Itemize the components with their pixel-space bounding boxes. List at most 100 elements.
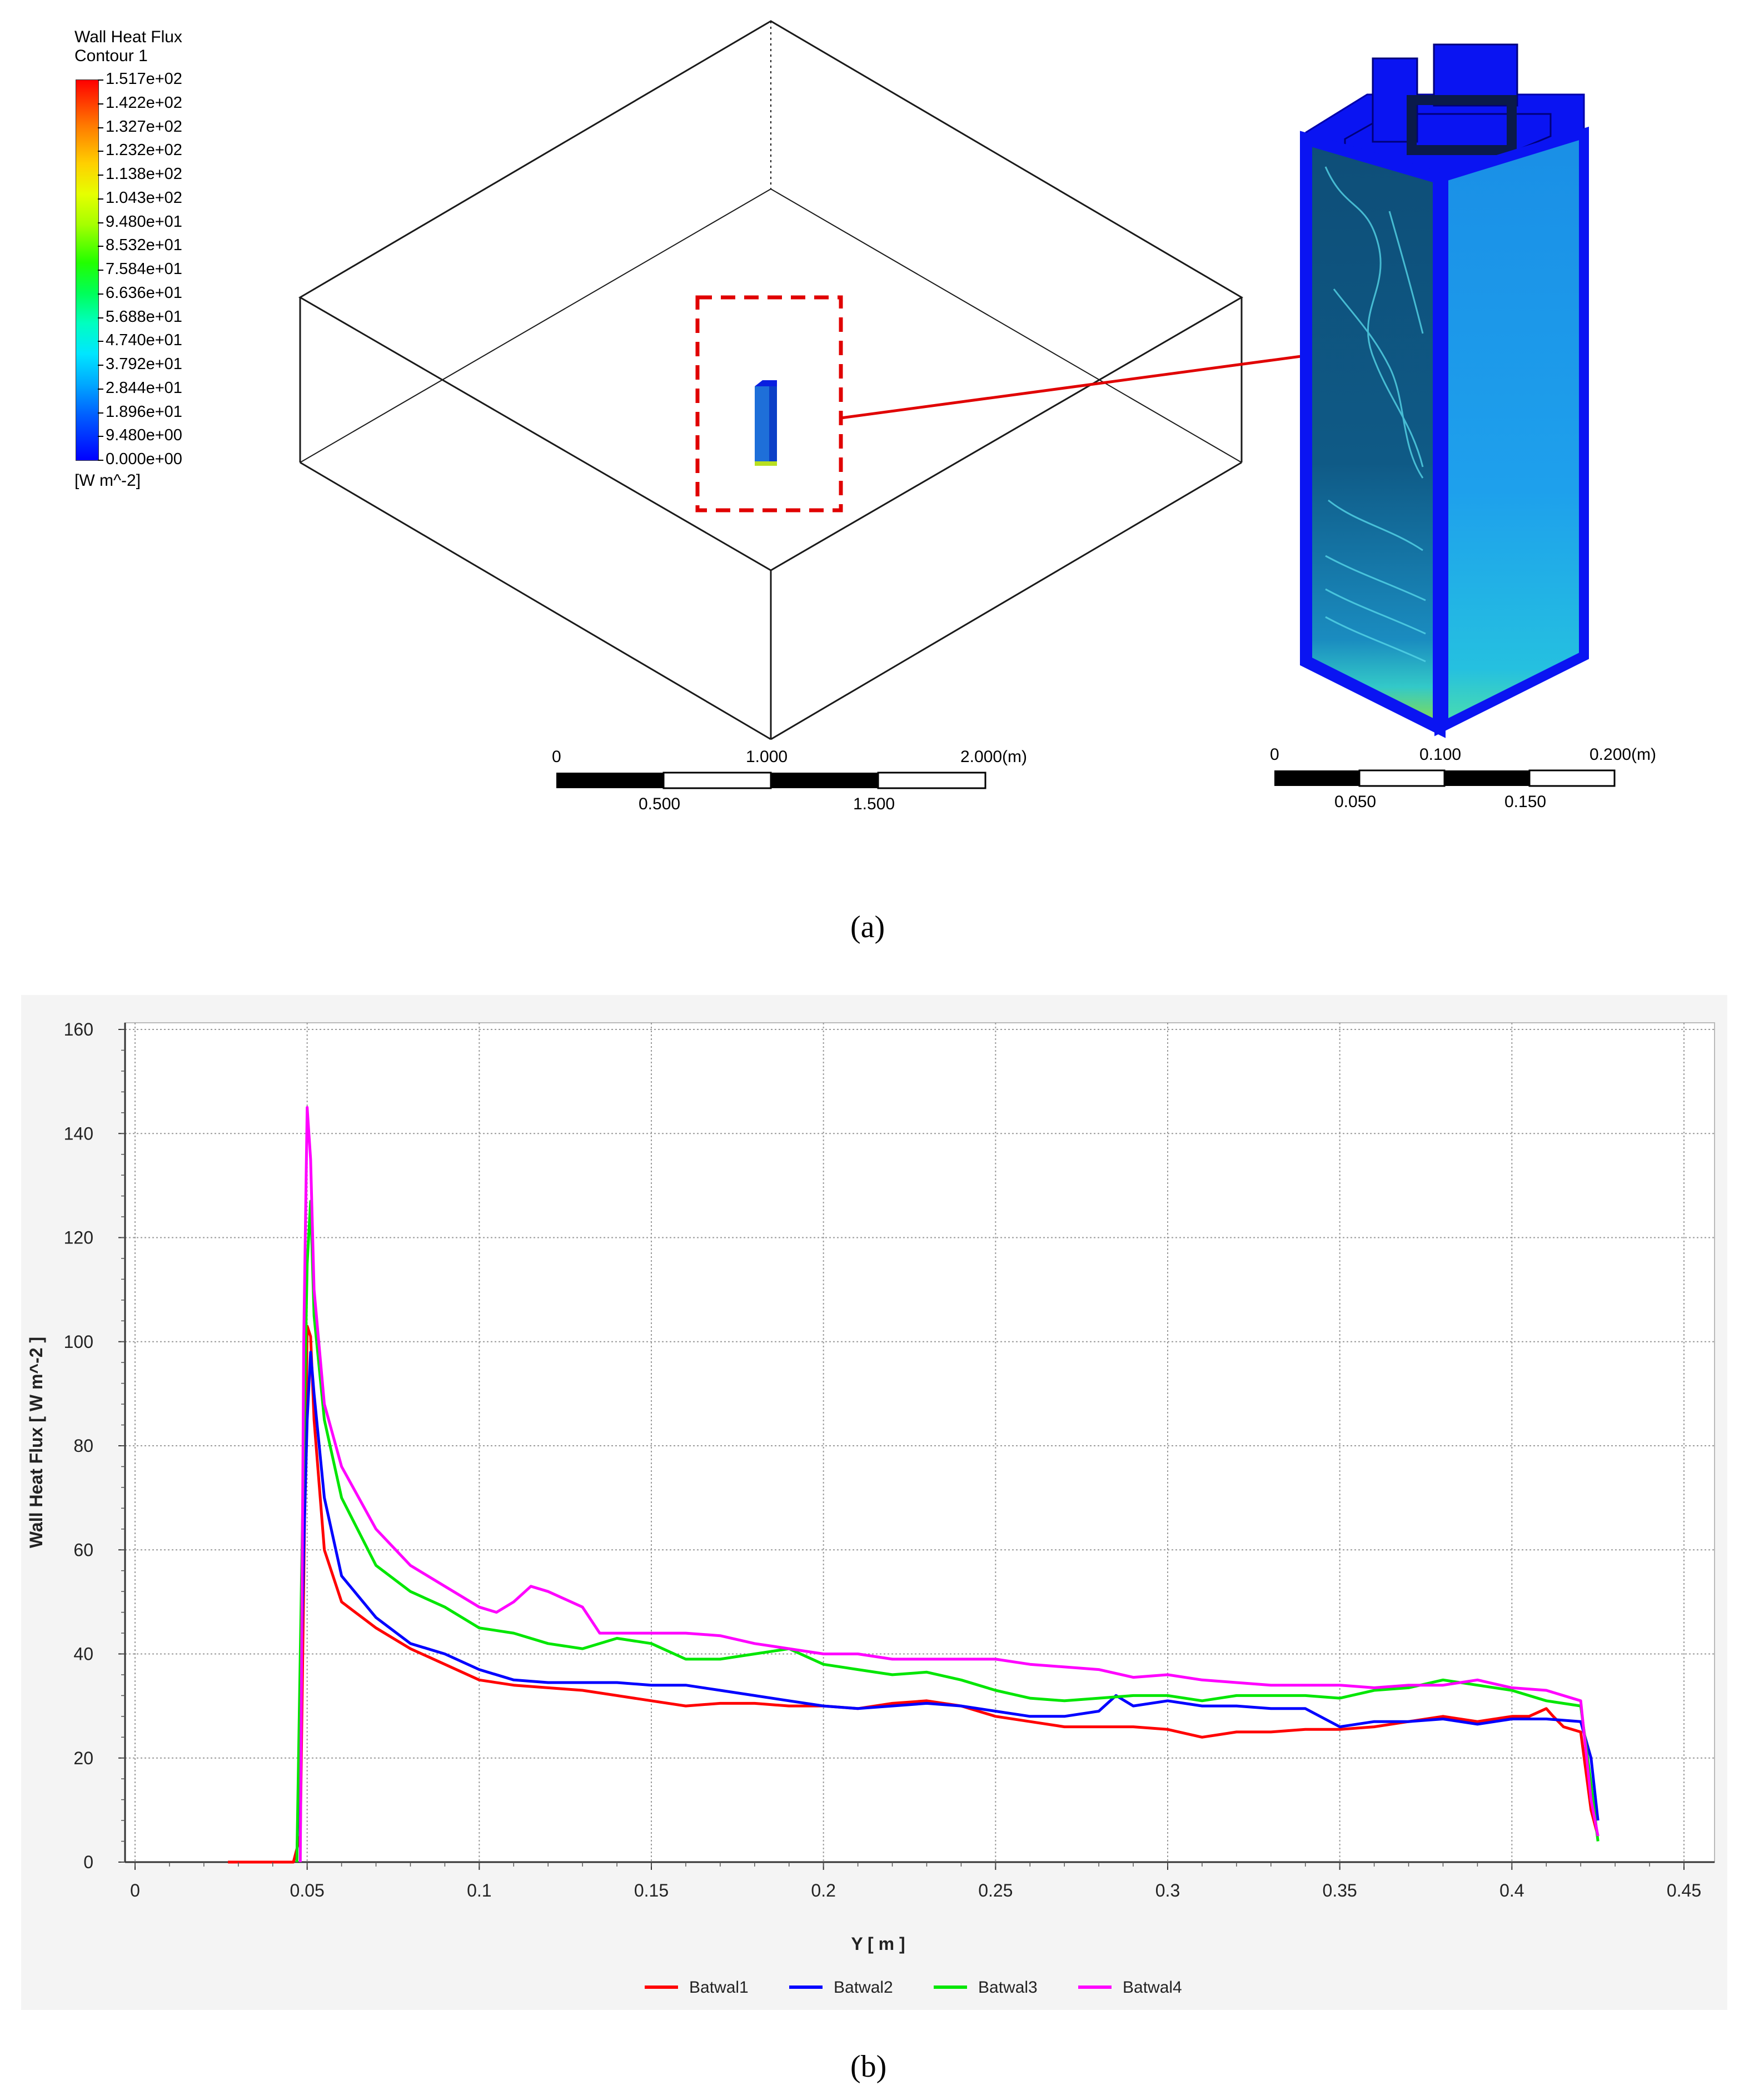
scale-top-label: 1.000 bbox=[746, 748, 788, 766]
scale-left-seg2 bbox=[662, 772, 772, 789]
series-line-batwal3 bbox=[295, 1200, 1599, 1863]
legend-label: Batwal1 bbox=[689, 1978, 749, 1997]
battery-small-side bbox=[769, 386, 777, 465]
x-tick-label: 0.15 bbox=[634, 1880, 669, 1900]
legend-tick-label: 0.000e+00 bbox=[106, 450, 182, 468]
scale-right-seg1 bbox=[1274, 770, 1359, 786]
legend-tick-label: 1.138e+02 bbox=[106, 165, 182, 183]
scale-top-label: 2.000 bbox=[960, 748, 1003, 766]
x-tick-label: 0.45 bbox=[1667, 1880, 1701, 1900]
scale-left-seg1 bbox=[556, 773, 664, 788]
x-tick-label: 0.4 bbox=[1499, 1880, 1524, 1900]
legend-tick-mark bbox=[98, 412, 103, 414]
legend-tick-label: 1.327e+02 bbox=[106, 117, 182, 136]
highlight-arrow-line bbox=[840, 352, 1322, 420]
scale-bottom-label: 1.500 bbox=[853, 795, 895, 813]
legend-tick-label: 1.043e+02 bbox=[106, 188, 182, 207]
legend-tick-label: 9.480e+01 bbox=[106, 212, 182, 231]
battery-large-side bbox=[1434, 126, 1589, 737]
legend-tick-label: 2.844e+01 bbox=[106, 379, 182, 397]
legend-tick-label: 1.232e+02 bbox=[106, 141, 182, 160]
battery-contour-lines bbox=[1324, 166, 1426, 663]
x-tick-label: 0.1 bbox=[467, 1880, 491, 1900]
scale-top-label: 0 bbox=[1270, 745, 1279, 764]
legend-tick-mark bbox=[98, 436, 103, 437]
scale-right-seg4 bbox=[1528, 769, 1616, 787]
legend-tick-mark bbox=[98, 79, 103, 81]
x-tick-label: 0.35 bbox=[1323, 1880, 1357, 1900]
legend-title-line1: Wall Heat Flux bbox=[74, 28, 182, 46]
y-tick-label: 100 bbox=[64, 1332, 93, 1352]
legend-tick-mark bbox=[98, 293, 103, 295]
legend-tick-mark bbox=[98, 175, 103, 176]
chart-legend: Batwal1 Batwal2 Batwal3 Batwal4 bbox=[645, 1978, 1182, 1997]
series-line-batwal4 bbox=[298, 1106, 1599, 1863]
battery-small-base bbox=[755, 461, 777, 466]
scale-bar-right bbox=[1274, 769, 1616, 787]
y-tick-label: 60 bbox=[73, 1540, 93, 1560]
scale-bottom-label: 0.150 bbox=[1504, 793, 1547, 811]
legend-tick-mark bbox=[98, 246, 103, 247]
legend-tick-mark bbox=[98, 151, 103, 152]
y-tick-label: 160 bbox=[64, 1019, 93, 1039]
series-line-batwal1 bbox=[228, 1325, 1599, 1864]
scale-unit: (m) bbox=[1631, 745, 1656, 764]
legend-tick-label: 1.517e+02 bbox=[106, 70, 182, 88]
legend-colorbar bbox=[76, 79, 99, 461]
y-tick-label: 0 bbox=[83, 1852, 93, 1872]
legend-tick-mark bbox=[98, 341, 103, 342]
domain-bottom-left bbox=[300, 461, 771, 740]
caption-a: (a) bbox=[850, 910, 885, 944]
legend-tick-label: 8.532e+01 bbox=[106, 236, 182, 255]
legend-tick-label: 1.422e+02 bbox=[106, 93, 182, 112]
y-tick-label: 40 bbox=[73, 1644, 93, 1664]
domain-wireframe bbox=[298, 20, 1243, 740]
y-tick-label: 20 bbox=[73, 1748, 93, 1768]
scale-bottom-label: 0.500 bbox=[639, 795, 681, 813]
legend-title-line2: Contour 1 bbox=[74, 47, 148, 65]
y-tick-label: 140 bbox=[64, 1123, 93, 1143]
chart-axes bbox=[124, 1023, 1715, 1863]
legend-tick-label: 1.896e+01 bbox=[106, 402, 182, 421]
legend-tick-mark bbox=[98, 127, 103, 128]
battery-small bbox=[755, 380, 777, 466]
battery-small-front bbox=[755, 386, 769, 465]
x-tick-label: 0.25 bbox=[978, 1880, 1013, 1900]
highlight-box bbox=[695, 295, 843, 512]
y-tick-label: 80 bbox=[73, 1436, 93, 1456]
series-line-batwal2 bbox=[295, 1351, 1599, 1863]
scale-top-label: 0 bbox=[552, 748, 561, 766]
x-tick-label: 0.2 bbox=[811, 1880, 835, 1900]
battery-large bbox=[1300, 43, 1589, 738]
scale-right-seg2 bbox=[1358, 769, 1446, 787]
chart-ticks: 0 20 40 60 80 100 120 140 160 0 0.05 0.1 0.15 0.2 0.25… bbox=[64, 1019, 1702, 1900]
legend-tick-mark bbox=[98, 222, 103, 223]
legend-label: Batwal4 bbox=[1123, 1978, 1182, 1997]
legend-tick-label: 9.480e+00 bbox=[106, 426, 182, 445]
scale-bar-left bbox=[556, 772, 986, 789]
x-tick-label: 0 bbox=[130, 1880, 140, 1900]
chart-plot-area bbox=[124, 1022, 1715, 1863]
x-tick-label: 0.05 bbox=[290, 1880, 325, 1900]
legend-label: Batwal2 bbox=[834, 1978, 893, 1997]
chart-y-axis-label: Wall Heat Flux [ W m^-2 ] bbox=[26, 1337, 46, 1548]
legend-tick-label: 4.740e+01 bbox=[106, 331, 182, 350]
scale-left-seg3 bbox=[771, 773, 878, 788]
battery-handle bbox=[1407, 95, 1517, 155]
battery-small-top bbox=[755, 380, 777, 386]
legend-tick-mark bbox=[98, 460, 103, 461]
scale-left-seg4 bbox=[877, 772, 986, 789]
x-tick-label: 0.3 bbox=[1155, 1880, 1180, 1900]
legend-tick-mark bbox=[98, 103, 103, 104]
legend-unit: [W m^-2] bbox=[74, 471, 141, 490]
legend-tick-label: 5.688e+01 bbox=[106, 307, 182, 326]
y-tick-label: 120 bbox=[64, 1228, 93, 1248]
legend-tick-label: 6.636e+01 bbox=[106, 283, 182, 302]
scale-top-label: 0.200 bbox=[1589, 745, 1632, 764]
domain-hidden-edge-right bbox=[770, 188, 1242, 463]
chart-x-axis-label: Y [ m ] bbox=[851, 1934, 905, 1954]
legend-tick-mark bbox=[98, 365, 103, 366]
domain-bottom-right bbox=[770, 461, 1242, 740]
legend-tick-mark bbox=[98, 317, 103, 319]
